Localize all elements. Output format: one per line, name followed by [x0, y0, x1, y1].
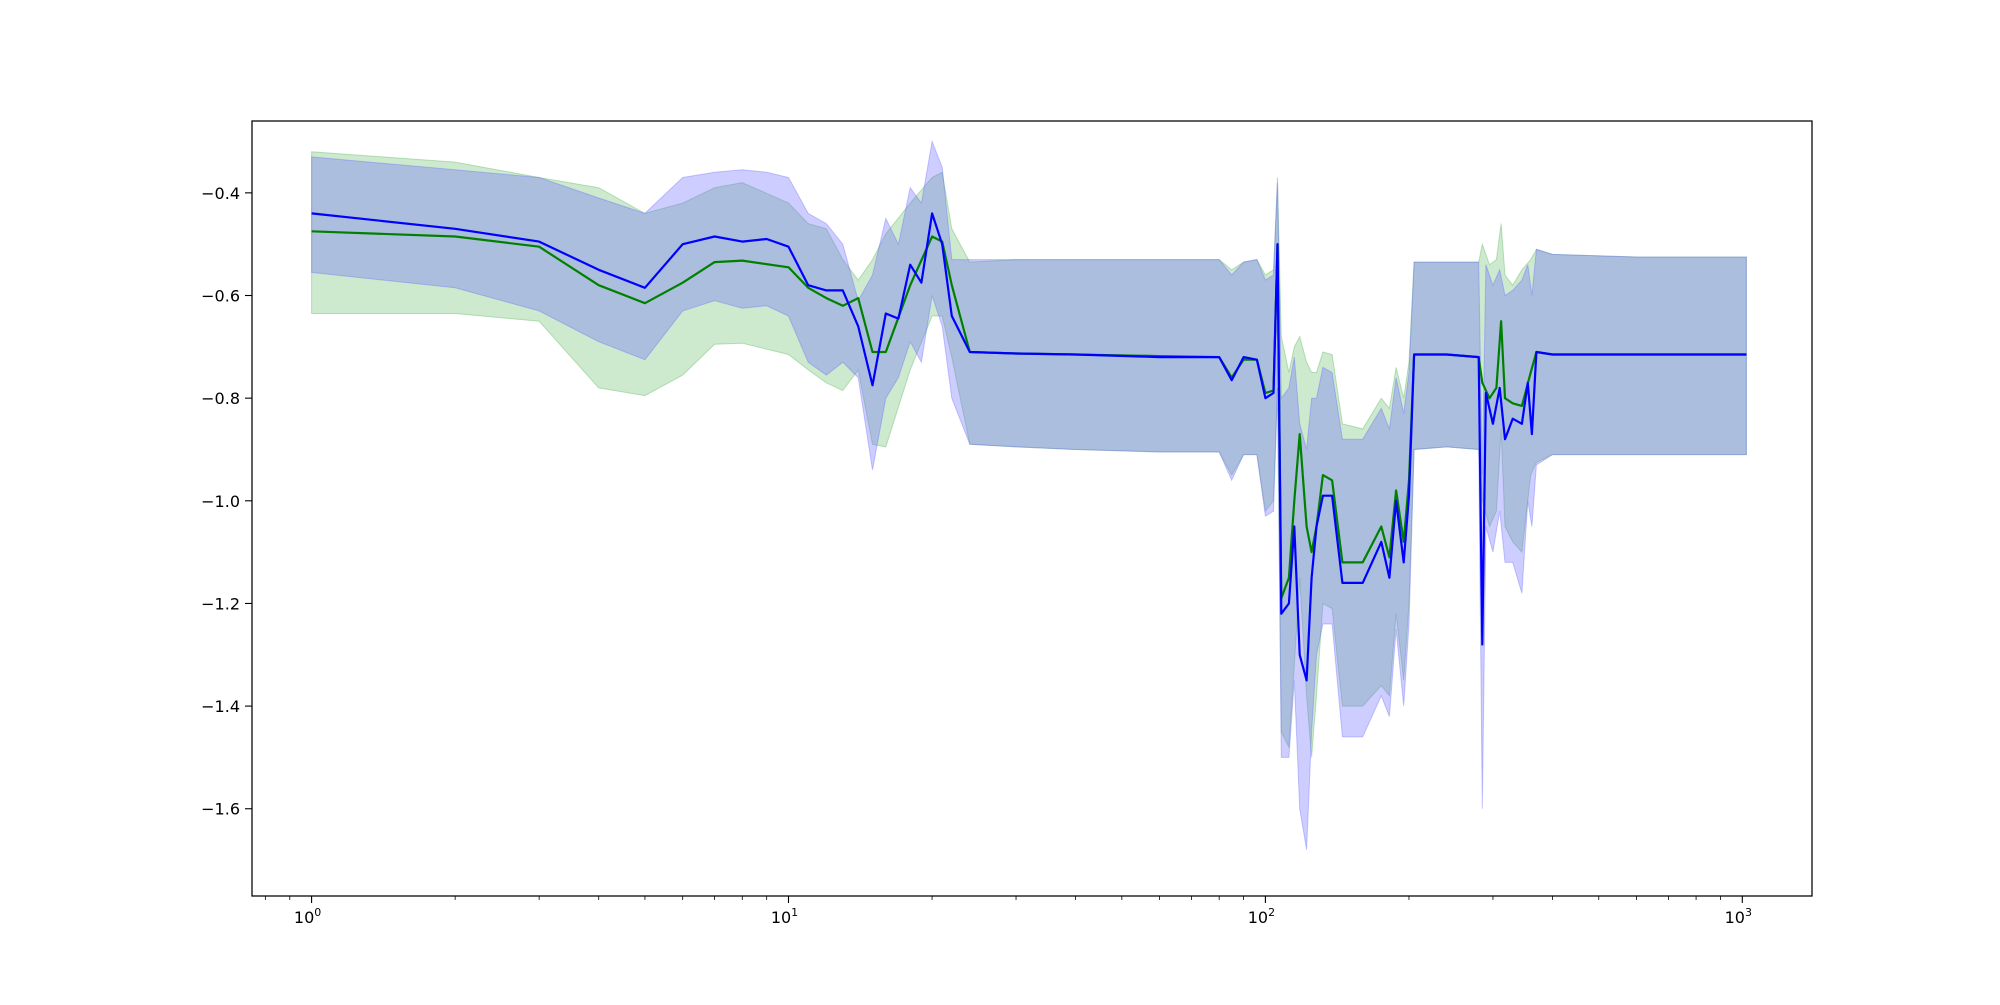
- series-lines: [311, 212, 1747, 682]
- x-tick-label: 101: [771, 906, 798, 927]
- plot-area-frame: [251, 120, 1813, 897]
- series-2-band: [311, 139, 1747, 850]
- y-tick-label: −0.6: [201, 287, 240, 306]
- x-tick-label: 103: [1725, 906, 1752, 927]
- y-tick-label: −1.0: [201, 492, 240, 511]
- x-tick-label: 100: [294, 906, 321, 927]
- x-axis: 100 101 102 103: [264, 896, 1752, 927]
- x-tick-label: 102: [1248, 906, 1275, 927]
- series-2-line: [311, 212, 1747, 682]
- y-tick-label: −1.2: [201, 594, 240, 613]
- confidence-bands: [311, 139, 1747, 850]
- series-1-band: [311, 151, 1747, 758]
- y-tick-label: −1.6: [201, 800, 240, 819]
- y-tick-label: −0.4: [201, 184, 240, 203]
- y-tick-label: −1.4: [201, 697, 240, 716]
- y-tick-label: −0.8: [201, 389, 240, 408]
- y-axis: −0.4 −0.6 −0.8 −1.0 −1.2 −1.4 −1.6: [201, 184, 252, 819]
